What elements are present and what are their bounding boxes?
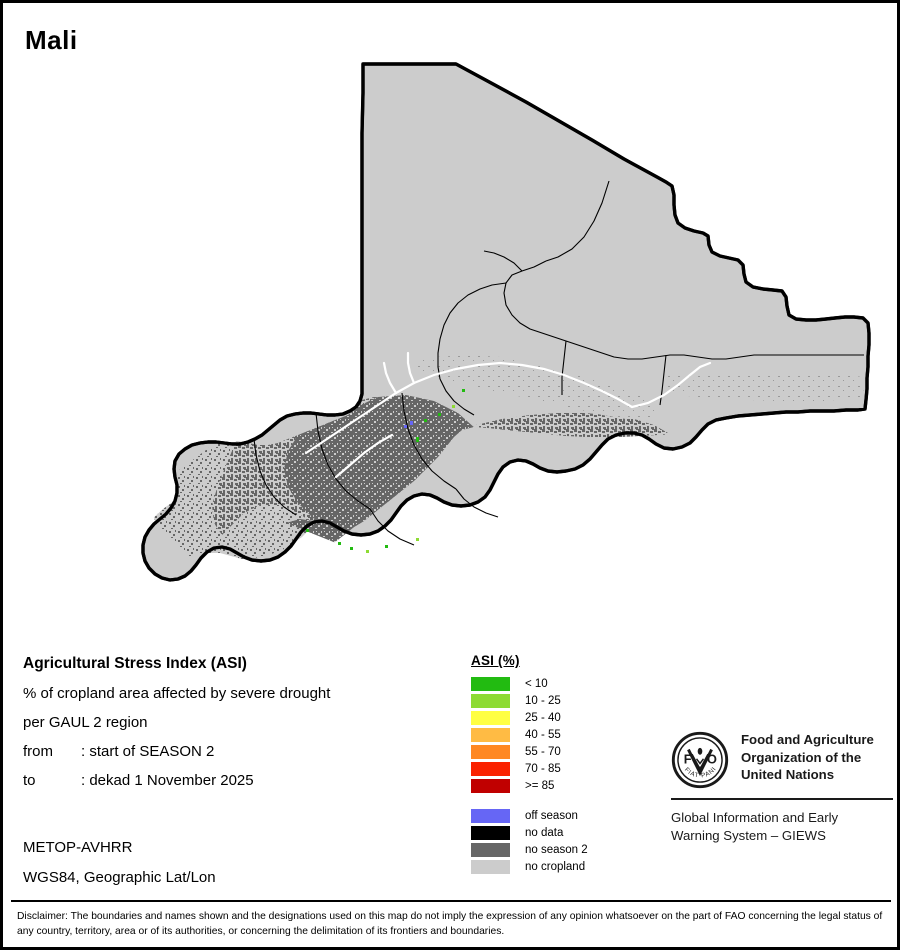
legend-label: no data [525, 826, 564, 839]
info-to-value: : dekad 1 November 2025 [81, 772, 254, 789]
info-description-line2: per GAUL 2 region [23, 714, 148, 731]
legend-row[interactable]: 25 - 40 [471, 709, 651, 726]
legend-label: >= 85 [525, 779, 555, 792]
legend-row[interactable]: 10 - 25 [471, 692, 651, 709]
info-to-key: to [23, 772, 36, 789]
svg-text:F: F [684, 751, 692, 766]
legend-swatch [471, 808, 510, 823]
projection-label: WGS84, Geographic Lat/Lon [23, 869, 216, 886]
info-heading: Agricultural Stress Index (ASI) [23, 655, 247, 672]
niger-river-bend [630, 361, 712, 409]
legend-row[interactable]: 70 - 85 [471, 760, 651, 777]
legend-row[interactable]: 40 - 55 [471, 726, 651, 743]
fao-organization-name: Food and Agriculture Organization of the… [741, 731, 874, 784]
mali-map-svg [141, 62, 871, 582]
legend-swatch [471, 859, 510, 874]
region-line-kayes [253, 438, 297, 516]
cropland-belt [152, 355, 864, 575]
fao-name-line1: Food and Agriculture [741, 732, 874, 747]
legend-label: 25 - 40 [525, 711, 561, 724]
legend-swatch [471, 676, 510, 691]
legend-label: off season [525, 809, 578, 822]
fao-name-line3: United Nations [741, 767, 835, 783]
legend-swatch [471, 825, 510, 840]
giews-line1: Global Information and Early [671, 810, 839, 825]
legend-swatch [471, 842, 510, 857]
legend-row[interactable]: >= 85 [471, 777, 651, 794]
fao-top-row: F O FIAT PANIS Food and Agriculture Orga… [671, 731, 893, 789]
info-block: Agricultural Stress Index (ASI) % of cro… [23, 655, 453, 801]
fao-logo-icon: F O FIAT PANIS [671, 731, 729, 789]
info-to-row: to : dekad 1 November 2025 [23, 772, 453, 789]
cropland-far-east-dots [662, 371, 864, 401]
legend-label: 70 - 85 [525, 762, 561, 775]
giews-line2: Warning System – GIEWS [671, 827, 826, 843]
giews-name: Global Information and Early Warning Sys… [671, 809, 893, 845]
legend-label: 40 - 55 [525, 728, 561, 741]
disclaimer-text: Disclaimer: The boundaries and names sho… [17, 911, 883, 938]
fao-divider [671, 798, 893, 800]
region-line-east-1 [659, 354, 667, 406]
fao-branding-block: F O FIAT PANIS Food and Agriculture Orga… [671, 731, 893, 845]
region-line-kidal [545, 180, 610, 262]
page-title: Mali [25, 25, 78, 55]
legend-label: no cropland [525, 860, 586, 873]
region-line-sikasso [369, 508, 415, 546]
niger-inner-delta-2 [406, 351, 416, 385]
legend-swatch [471, 761, 510, 776]
country-outline [141, 62, 871, 582]
region-line-mopti-north [439, 378, 475, 416]
accent-pixels [306, 389, 465, 553]
cropland-delta-fringe [406, 355, 658, 419]
mali-border [141, 62, 871, 582]
region-line-east-2 [561, 340, 567, 395]
legend-label: 55 - 70 [525, 745, 561, 758]
source-block: METOP-AVHRR WGS84, Geographic Lat/Lon [23, 839, 216, 899]
legend-swatch [471, 727, 510, 742]
legend-title: ASI (%) [471, 653, 520, 668]
region-line-segou [401, 392, 457, 490]
legend-row[interactable]: < 10 [471, 675, 651, 692]
region-line-timbuktu-east [437, 282, 507, 380]
rivers [304, 351, 712, 479]
niger-inner-delta-1 [382, 361, 398, 395]
legend-row-special[interactable]: no data [471, 824, 651, 841]
info-from-row: from : start of SEASON 2 [23, 743, 453, 760]
info-description-line1: % of cropland area affected by severe dr… [23, 685, 331, 702]
map-canvas[interactable] [6, 53, 897, 638]
disclaimer-divider [11, 900, 891, 902]
legend-row-special[interactable]: no season 2 [471, 841, 651, 858]
legend-spacer [471, 794, 651, 807]
legend-swatch [471, 693, 510, 708]
sensor-label: METOP-AVHRR [23, 839, 133, 856]
region-boundaries [253, 180, 864, 546]
legend-label: no season 2 [525, 843, 588, 856]
info-from-value: : start of SEASON 2 [81, 743, 215, 760]
legend-swatch [471, 778, 510, 793]
region-line-north-mid [483, 250, 523, 272]
region-line-mopti-south [455, 488, 499, 518]
legend-label: < 10 [525, 677, 548, 690]
legend-row-special[interactable]: no cropland [471, 858, 651, 875]
svg-text:O: O [707, 751, 717, 766]
fao-name-line2: Organization of the [741, 749, 862, 765]
legend-label: 10 - 25 [525, 694, 561, 707]
info-from-key: from [23, 743, 53, 760]
niger-tributary-bani [334, 433, 394, 479]
region-line-gao [503, 260, 864, 360]
legend-row-special[interactable]: off season [471, 807, 651, 824]
legend-row[interactable]: 55 - 70 [471, 743, 651, 760]
legend-swatch [471, 710, 510, 725]
niger-river-main [304, 361, 634, 455]
region-line-koulikoro [315, 412, 371, 510]
legend-swatch [471, 744, 510, 759]
legend: ASI (%) < 10 10 - 25 25 - 40 40 - 55 55 … [471, 653, 651, 875]
